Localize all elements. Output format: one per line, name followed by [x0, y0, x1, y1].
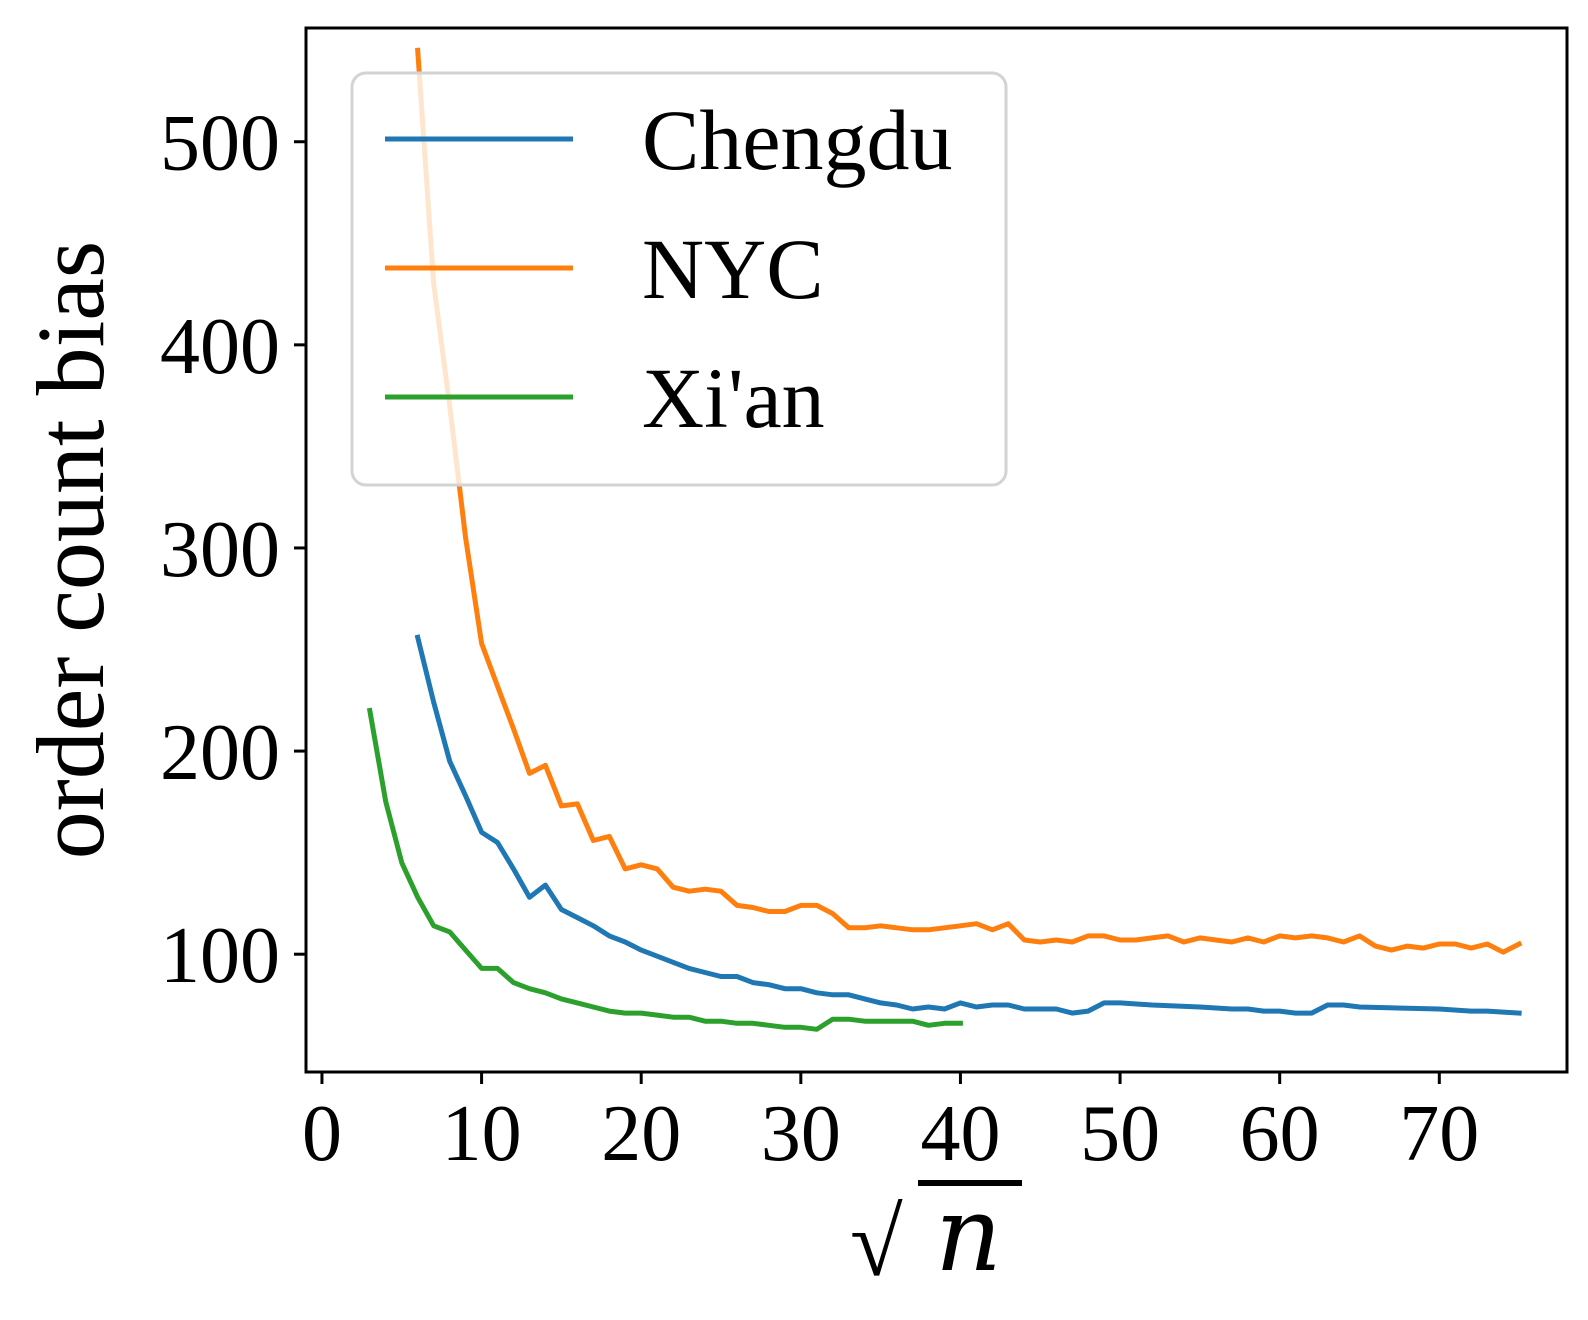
x-tick-label: 40 [920, 1090, 1000, 1178]
x-tick-label: 50 [1080, 1090, 1160, 1178]
legend-label-chengdu: Chengdu [642, 92, 953, 188]
y-tick-label: 200 [160, 709, 280, 797]
legend-label-xian: Xi'an [642, 350, 825, 446]
y-axis-label: order count bias [17, 241, 124, 859]
series-line-xian [366, 707, 963, 1032]
x-tick-label: 60 [1240, 1090, 1320, 1178]
y-tick-label: 300 [160, 506, 280, 594]
y-tick-label: 500 [160, 100, 280, 188]
legend: Chengdu NYC Xi'an [350, 71, 1008, 487]
x-tick-label: 0 [302, 1090, 342, 1178]
x-axis-label: √ n [850, 1173, 1022, 1296]
x-axis-label-radical: √ [850, 1189, 903, 1296]
y-tick-label: 400 [160, 303, 280, 391]
x-axis-label-variable: n [935, 1173, 1002, 1295]
legend-label-nyc: NYC [642, 221, 824, 317]
series-line-nyc [415, 47, 1523, 955]
series-layer [366, 47, 1523, 1032]
plot-frame [304, 26, 1569, 1074]
x-tick-label: 10 [442, 1090, 522, 1178]
series-line-chengdu [414, 634, 1522, 1016]
axes-layer: 0 10 20 30 40 50 60 70 100 200 300 400 500 [160, 26, 1569, 1178]
legend-box [350, 71, 1008, 487]
y-tick-label: 100 [160, 912, 280, 1000]
x-tick-label: 70 [1399, 1090, 1479, 1178]
x-tick-label: 30 [761, 1090, 841, 1178]
x-tick-label: 20 [601, 1090, 681, 1178]
